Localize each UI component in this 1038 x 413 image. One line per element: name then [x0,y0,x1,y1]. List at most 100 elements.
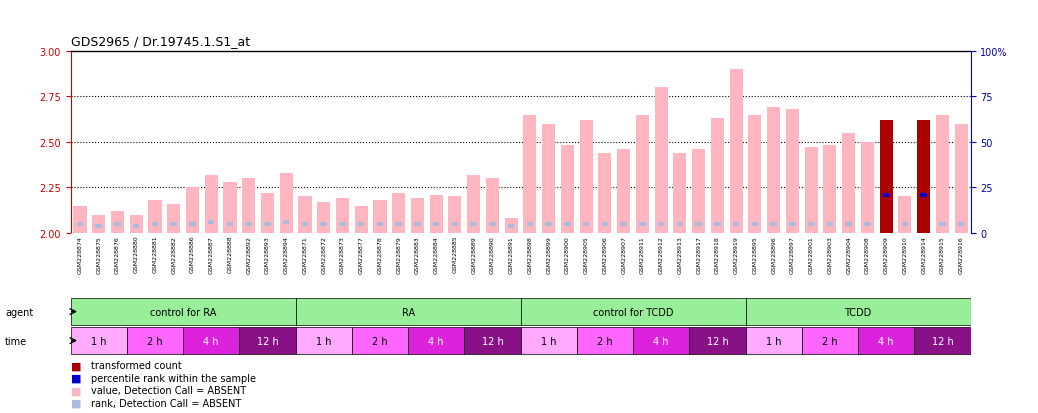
Bar [577,327,633,355]
Text: GSM228912: GSM228912 [659,235,663,273]
Bar [261,193,274,233]
Bar [918,121,930,233]
Text: GSM228888: GSM228888 [227,235,233,273]
Bar [279,173,293,233]
Bar [955,124,967,233]
Bar [695,222,702,226]
Text: 2 h: 2 h [597,336,612,346]
Bar [448,197,462,233]
Text: 12 h: 12 h [482,336,503,346]
Text: GSM228899: GSM228899 [546,235,551,273]
Bar [561,146,574,233]
Bar [655,88,667,233]
Text: 12 h: 12 h [707,336,729,346]
Text: GSM228911: GSM228911 [639,235,645,273]
Bar [189,222,196,226]
Bar [748,115,762,233]
Text: 1 h: 1 h [541,336,556,346]
Text: GSM228898: GSM228898 [527,235,532,273]
Bar [808,222,815,226]
Bar [526,222,534,226]
Bar [377,222,383,226]
Text: GSM228903: GSM228903 [827,235,832,273]
Text: GSM228877: GSM228877 [359,235,363,273]
Bar [861,142,874,233]
Bar [77,222,83,226]
Bar [74,206,86,233]
Bar [542,124,555,233]
Text: 2 h: 2 h [373,336,388,346]
Text: GSM228915: GSM228915 [939,235,945,273]
Bar [621,222,627,226]
Bar [801,327,858,355]
Text: rank, Detection Call = ABSENT: rank, Detection Call = ABSENT [91,398,242,408]
Bar [804,148,818,233]
Bar [504,219,518,233]
Text: GSM228874: GSM228874 [78,235,82,273]
Bar [521,327,577,355]
Text: GSM228897: GSM228897 [790,235,795,273]
Bar [133,224,139,228]
Text: 4 h: 4 h [203,336,219,346]
Bar [914,327,971,355]
Text: GSM228883: GSM228883 [415,235,420,273]
Bar [170,222,177,226]
Bar [921,193,927,197]
Bar [598,153,611,233]
Bar [392,193,405,233]
Bar [786,110,799,233]
Text: GSM228906: GSM228906 [602,235,607,273]
Bar [358,222,364,226]
Text: ■: ■ [71,385,81,395]
Bar [826,222,834,226]
Bar [711,119,723,233]
Bar [902,222,908,226]
Text: control for RA: control for RA [149,307,216,317]
Bar [674,153,686,233]
Bar [898,197,911,233]
Text: GSM228919: GSM228919 [734,235,739,273]
Bar [226,222,234,226]
Bar [470,222,477,226]
Text: GSM228908: GSM228908 [865,235,870,273]
Text: 1 h: 1 h [91,336,107,346]
Bar [321,222,327,226]
Bar [95,224,102,228]
Text: GSM228885: GSM228885 [453,235,458,273]
Text: GSM228875: GSM228875 [97,235,102,273]
Text: GSM228892: GSM228892 [246,235,251,273]
Bar [148,201,162,233]
Text: 2 h: 2 h [147,336,163,346]
Bar [545,222,552,226]
Bar [564,222,571,226]
Text: GSM228873: GSM228873 [339,235,345,273]
Text: RA: RA [402,307,414,317]
Text: GSM228881: GSM228881 [153,235,158,273]
Text: agent: agent [5,307,33,317]
Text: GSM228913: GSM228913 [678,235,682,273]
Text: GSM228878: GSM228878 [378,235,382,273]
Text: GSM228914: GSM228914 [921,235,926,273]
Bar [204,175,218,233]
Bar [714,222,720,226]
Bar [639,222,646,226]
Bar [842,133,855,233]
Bar [467,175,481,233]
Bar [579,121,593,233]
Text: 12 h: 12 h [256,336,278,346]
Text: GSM228887: GSM228887 [209,235,214,273]
Bar [508,224,515,228]
Bar [767,108,781,233]
Text: ■: ■ [71,373,81,383]
Bar [489,222,496,226]
Text: GSM228896: GSM228896 [771,235,776,273]
Bar [414,222,420,226]
Text: 1 h: 1 h [766,336,782,346]
Text: 12 h: 12 h [931,336,953,346]
Bar [864,222,871,226]
Text: GSM228895: GSM228895 [753,235,758,273]
Bar [408,327,464,355]
Bar [733,222,739,226]
Text: GDS2965 / Dr.19745.1.S1_at: GDS2965 / Dr.19745.1.S1_at [71,35,250,47]
Bar [730,70,743,233]
